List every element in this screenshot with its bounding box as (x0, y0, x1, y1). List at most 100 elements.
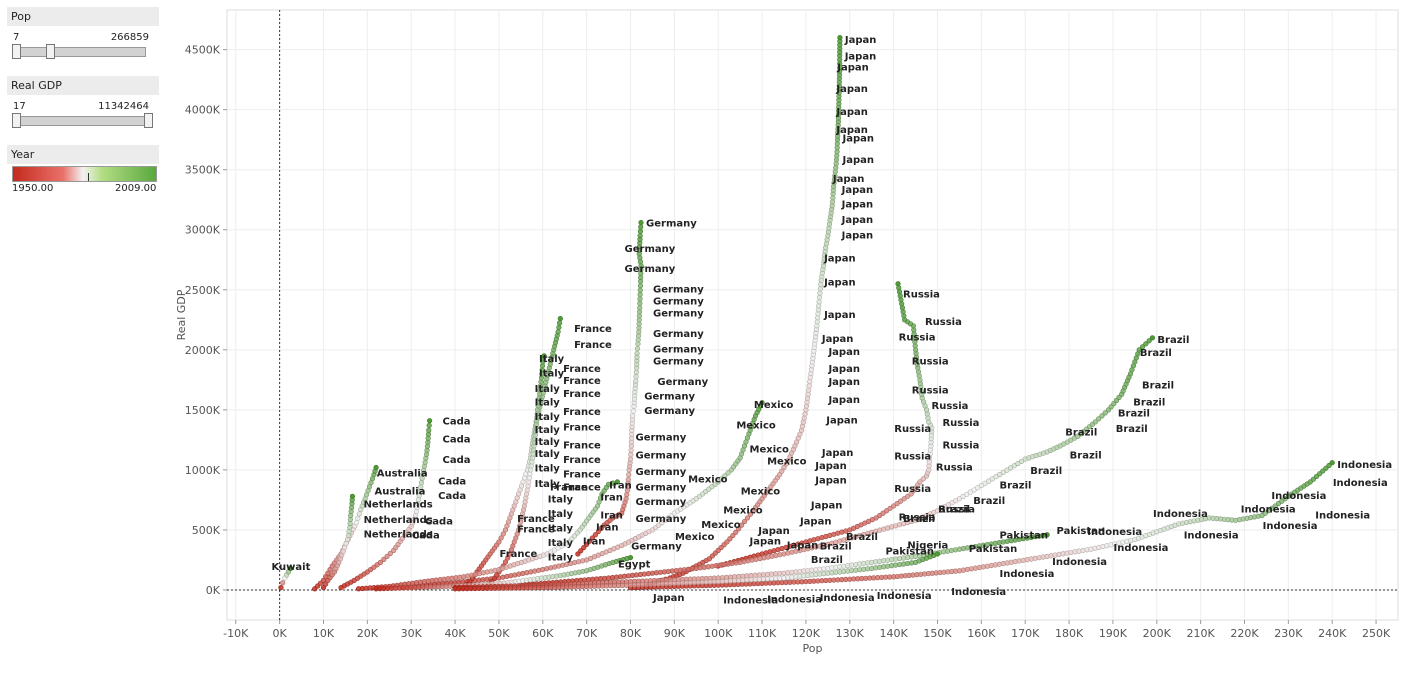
x-axis-label: Pop (803, 642, 823, 655)
data-label: France (563, 441, 601, 452)
data-label: Indonesia (767, 594, 822, 605)
data-label: Kuwait (271, 562, 310, 573)
data-label: France (563, 389, 601, 400)
data-label: Germany (644, 406, 695, 417)
data-point (426, 422, 432, 429)
data-label: Brazil (846, 532, 878, 543)
x-tick-label: 140K (880, 627, 909, 640)
data-point (638, 224, 644, 230)
pop-slider-max-handle[interactable] (46, 44, 55, 59)
data-point (837, 35, 843, 41)
data-label: Mexico (675, 532, 715, 543)
data-point (505, 555, 511, 561)
data-label: Australia (377, 468, 428, 479)
data-point (818, 281, 824, 288)
data-point (1143, 341, 1149, 347)
data-point (384, 553, 390, 559)
data-label: Japan (832, 174, 865, 185)
data-label: Japan (749, 537, 782, 548)
gdp-slider-track[interactable] (12, 113, 153, 128)
data-label: Iran (609, 480, 632, 491)
data-label: Japan (841, 199, 874, 210)
data-point (905, 493, 911, 499)
data-label: Japan (810, 501, 843, 512)
data-point (584, 541, 590, 547)
data-point (637, 287, 643, 293)
data-label: Japan (835, 107, 868, 118)
data-label: Germany (646, 219, 697, 230)
data-label: Indonesia (1052, 557, 1107, 568)
data-label: Germany (644, 391, 695, 402)
data-label: Japan (841, 155, 874, 166)
data-point (891, 503, 897, 509)
data-label: Indonesia (1241, 504, 1296, 515)
data-label: Germany (653, 309, 704, 320)
data-label: Pakistan (1057, 526, 1106, 537)
data-label: Russia (903, 289, 940, 300)
x-tick-label: 50K (488, 627, 510, 640)
data-label: Japan (844, 52, 877, 63)
data-label: Russia (899, 513, 936, 524)
data-label: Russia (925, 317, 962, 328)
data-label: Australia (375, 486, 426, 497)
data-point (637, 296, 643, 302)
pop-filter-range: 7 266859 (7, 29, 159, 43)
data-label: Italy (535, 412, 561, 423)
data-label: Mexico (736, 420, 776, 431)
data-point (1139, 344, 1146, 350)
gdp-slider-max-handle[interactable] (144, 113, 153, 128)
data-label: Italy (535, 384, 561, 395)
year-legend-min: 1950.00 (12, 183, 54, 194)
data-label: Iran (600, 510, 623, 521)
data-label: Japan (841, 231, 874, 242)
gdp-filter-min: 17 (13, 101, 26, 112)
data-point (637, 283, 644, 289)
data-point (575, 551, 581, 557)
data-point (894, 500, 900, 507)
plot-area (226, 9, 1399, 621)
data-label: Germany (653, 285, 704, 296)
data-label: Brazil (903, 514, 935, 525)
data-label: Brazil (1030, 466, 1062, 477)
data-label: Japan (827, 347, 860, 358)
data-label: Italy (548, 495, 574, 506)
data-label: Iran (600, 492, 623, 503)
data-label: Brazil (1118, 408, 1150, 419)
data-label: Netherlands (364, 500, 433, 511)
data-point (887, 505, 893, 511)
pop-slider-min-handle[interactable] (12, 44, 21, 59)
data-point (898, 498, 904, 504)
data-label: Russia (894, 451, 931, 462)
data-label: Mexico (688, 474, 728, 485)
data-label: Indonesia (1263, 521, 1318, 532)
x-tick-label: 110K (748, 627, 777, 640)
data-label: Japan (814, 461, 847, 472)
gdp-slider-min-handle[interactable] (12, 113, 21, 128)
data-label: Brazil (1140, 348, 1172, 359)
pop-filter-min: 7 (13, 32, 20, 43)
data-label: Indonesia (723, 596, 778, 607)
data-label: Germany (635, 514, 686, 525)
data-label: France (500, 549, 538, 560)
data-label: France (517, 525, 555, 536)
data-label: Germany (653, 329, 704, 340)
data-point (426, 427, 432, 433)
data-label: Japan (799, 516, 832, 527)
data-label: Indonesia (1337, 460, 1392, 471)
x-tick-label: 230K (1274, 627, 1303, 640)
data-point (556, 320, 563, 326)
data-point (817, 286, 823, 292)
data-label: Japan (841, 185, 874, 196)
data-label: Italy (535, 425, 561, 436)
data-point (816, 294, 823, 301)
data-point (920, 476, 926, 482)
data-point (541, 353, 547, 359)
data-point (500, 531, 506, 537)
data-label: Indonesia (1114, 543, 1169, 554)
x-tick-label: 120K (792, 627, 821, 640)
pop-slider-track[interactable] (12, 44, 146, 59)
x-tick-label: 190K (1099, 627, 1128, 640)
data-label: Russia (938, 504, 975, 515)
x-tick-label: 30K (401, 627, 423, 640)
